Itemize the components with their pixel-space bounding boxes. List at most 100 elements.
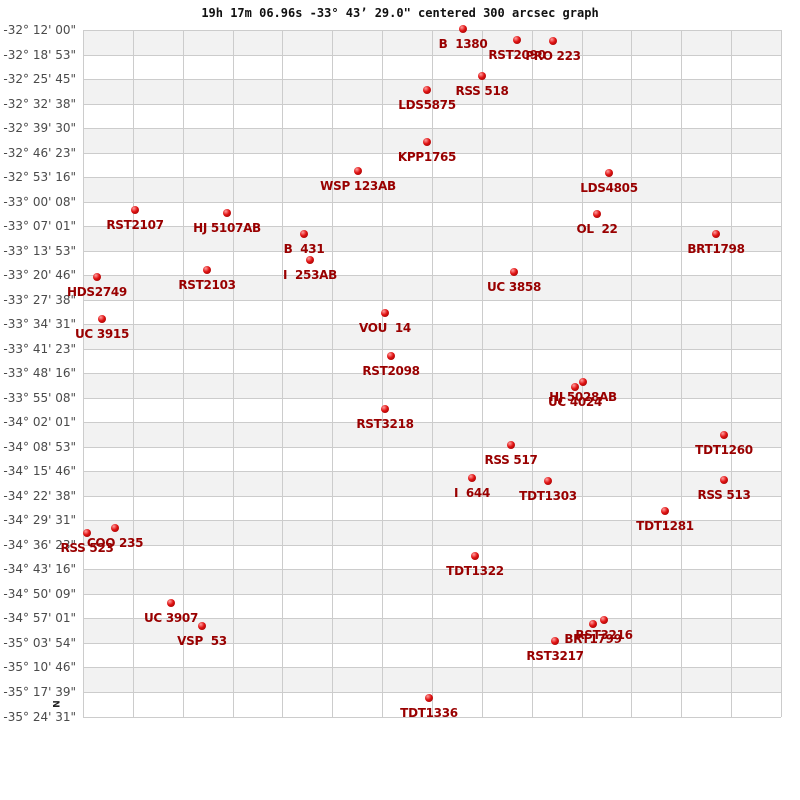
star-label: RST3216 [575, 628, 633, 642]
star-point [381, 405, 389, 413]
star-point [720, 431, 728, 439]
star-label: TDT1322 [446, 564, 504, 578]
y-tick-label: -34° 57' 01" [3, 611, 76, 626]
star-label: RST2090 [488, 48, 546, 62]
star-point [593, 210, 601, 218]
y-tick-label: -35° 17' 39" [3, 684, 76, 699]
star-point [425, 694, 433, 702]
star-label: VOU 14 [359, 321, 411, 335]
star-point [661, 507, 669, 515]
y-tick-label: -33° 55' 08" [3, 390, 76, 405]
y-tick-label: -35° 24' 31" [3, 709, 76, 724]
star-label: BRT1798 [687, 242, 745, 256]
y-tick-label: -33° 00' 08" [3, 194, 76, 209]
star-label: HJ 5107AB [193, 221, 261, 235]
y-tick-label: -33° 48' 16" [3, 366, 76, 381]
star-label: RST3218 [356, 417, 414, 431]
star-label: HJ 5028AB [549, 390, 617, 404]
star-point [167, 599, 175, 607]
star-label: B 1380 [438, 37, 488, 51]
v-gridline [731, 30, 733, 717]
y-tick-label: -34° 50' 09" [3, 586, 76, 601]
star-point [111, 524, 119, 532]
star-point [423, 138, 431, 146]
star-point [544, 477, 552, 485]
star-point [83, 529, 91, 537]
star-label: WSP 123AB [320, 179, 396, 193]
v-gridline [83, 30, 84, 717]
y-tick-label: -32° 18' 53" [3, 47, 76, 62]
star-point [131, 206, 139, 214]
star-label: TDT1260 [695, 443, 753, 457]
v-gridline [182, 30, 184, 717]
star-label: RST3217 [526, 649, 584, 663]
star-point [387, 352, 395, 360]
star-point [223, 209, 231, 217]
y-tick-label: -34° 02' 01" [3, 415, 76, 430]
v-gridline [581, 30, 583, 717]
star-label: UC 3915 [74, 327, 130, 341]
v-gridline [481, 30, 483, 717]
v-gridline [431, 30, 433, 717]
y-tick-label: -33° 20' 46" [3, 268, 76, 283]
star-label: RST2098 [362, 364, 420, 378]
v-gridline [382, 30, 384, 717]
star-point [459, 25, 467, 33]
star-label: LDS5875 [398, 98, 456, 112]
star-point [579, 378, 587, 386]
y-tick-label: -35° 03' 54" [3, 635, 76, 650]
v-gridline [780, 30, 782, 717]
star-label: TDT1281 [636, 519, 694, 533]
star-label: UC 4024 [547, 395, 603, 409]
star-point [712, 230, 720, 238]
star-label: BRT1799 [564, 632, 622, 646]
star-point [600, 616, 608, 624]
y-tick-label: -33° 27' 38" [3, 292, 76, 307]
y-tick-label: -32° 39' 30" [3, 121, 76, 136]
star-point [468, 474, 476, 482]
y-tick-label: -34° 08' 53" [3, 439, 76, 454]
y-tick-label: -33° 41' 23" [3, 341, 76, 356]
v-gridline [681, 30, 683, 717]
v-gridline [232, 30, 234, 717]
star-point [551, 637, 559, 645]
star-point [513, 36, 521, 44]
star-point [93, 273, 101, 281]
star-label: LDS4805 [580, 181, 638, 195]
star-point [423, 86, 431, 94]
star-label: RSS 518 [455, 84, 509, 98]
v-gridline [282, 30, 284, 717]
star-point [720, 476, 728, 484]
star-point [507, 441, 515, 449]
star-label: RSS 523 [60, 541, 114, 555]
star-label: HDS2749 [67, 285, 127, 299]
star-label: B 431 [283, 242, 325, 256]
star-point [478, 72, 486, 80]
v-gridline [132, 30, 134, 717]
star-label: RST2107 [106, 218, 164, 232]
v-gridline [631, 30, 633, 717]
y-tick-label: -34° 36' 23" [3, 537, 76, 552]
star-label: OL 22 [576, 222, 618, 236]
v-gridline [332, 30, 334, 717]
star-point [589, 620, 597, 628]
star-point [471, 552, 479, 560]
star-point [306, 256, 314, 264]
north-indicator: N [49, 700, 60, 708]
star-point [203, 266, 211, 274]
star-label: TDT1303 [519, 489, 577, 503]
star-point [571, 383, 579, 391]
star-label: RSS 513 [697, 488, 751, 502]
y-tick-label: -32° 53' 16" [3, 170, 76, 185]
star-point [198, 622, 206, 630]
star-point [381, 309, 389, 317]
star-label: I 253AB [283, 268, 337, 282]
y-tick-label: -32° 46' 23" [3, 145, 76, 160]
y-tick-label: -32° 25' 45" [3, 72, 76, 87]
star-label: TDT1336 [400, 706, 458, 720]
star-point [300, 230, 308, 238]
v-gridline [531, 30, 533, 717]
y-tick-label: -34° 29' 31" [3, 513, 76, 528]
y-tick-label: -32° 32' 38" [3, 96, 76, 111]
